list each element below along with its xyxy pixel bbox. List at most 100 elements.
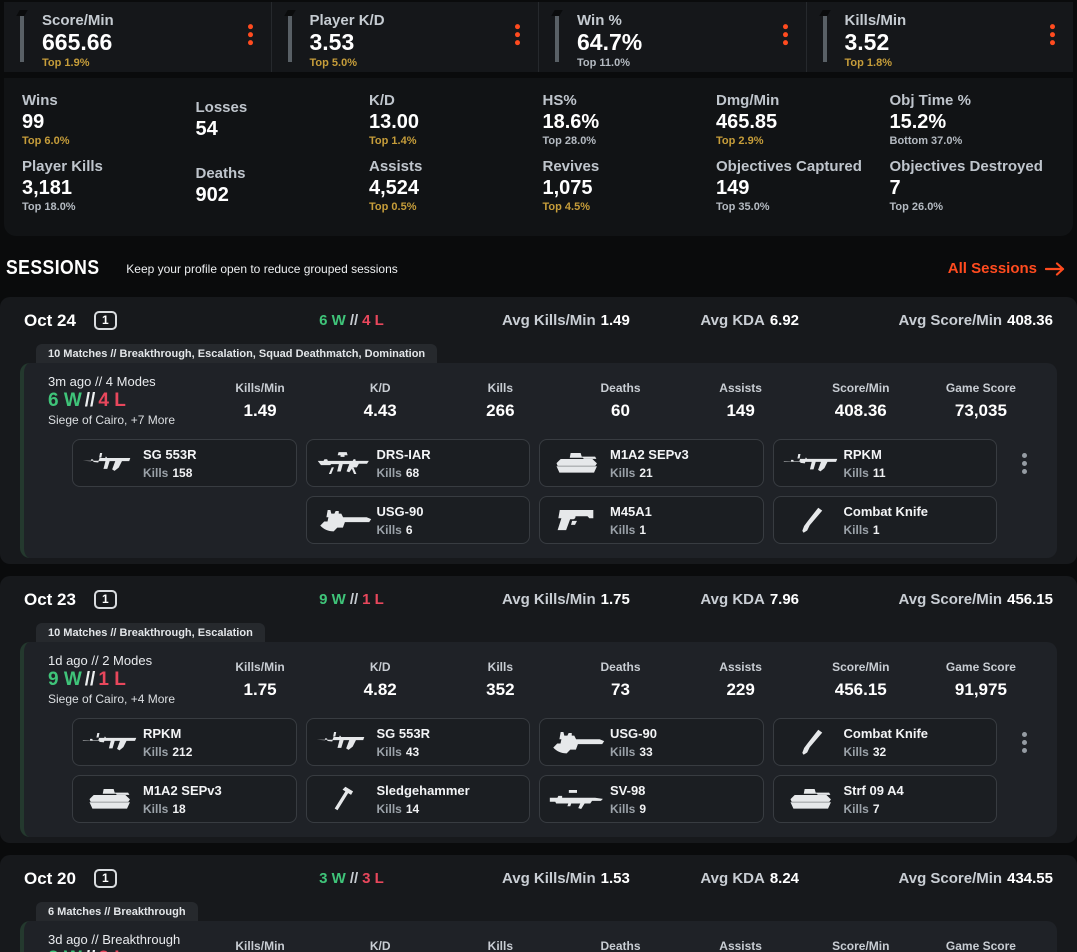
weapon-card[interactable]: Combat Knife Kills 32	[772, 718, 997, 766]
match-time-modes: 3d ago // Breakthrough	[48, 932, 181, 947]
stat-value: 352	[486, 679, 515, 699]
stat-label: Kills/Min	[235, 659, 285, 674]
overview-stat-cell: Wins 99 Top 6.0%	[18, 90, 192, 156]
weapon-name: Combat Knife	[843, 504, 929, 519]
stat-value: 99	[22, 111, 45, 133]
match-card[interactable]: 3m ago // 4 Modes 6 W//4 L Siege of Cairo,…	[20, 363, 1057, 558]
weapon-card[interactable]: M45A1 Kills 1	[539, 496, 764, 544]
weapon-kills-label: Kills	[376, 802, 402, 816]
match-time-modes: 1d ago // 2 Modes	[48, 653, 153, 668]
stat-label: Obj Time %	[889, 92, 971, 109]
weapon-card[interactable]: RPKM Kills 212	[72, 718, 297, 766]
match-win-loss: 3 W//3 L	[48, 948, 200, 952]
weapon-kills-value: 14	[405, 802, 420, 816]
kebab-menu-icon[interactable]	[1018, 449, 1031, 478]
match-stat-column: Kills230	[440, 939, 560, 952]
session-win-loss: 3 W//3 L	[319, 870, 384, 887]
session-group: Oct 23 1 9 W//1 L Avg Kills/Min 1.75 Avg KDA 7…	[0, 576, 1077, 843]
stat-value: 4,524	[369, 177, 420, 199]
avg-score-min: Avg Score/Min 434.55	[898, 870, 1053, 887]
stat-label: K/D	[369, 659, 391, 674]
weapon-card[interactable]: USG-90 Kills 6	[305, 496, 530, 544]
session-header-row[interactable]: Oct 23 1 9 W//1 L Avg Kills/Min 1.75 Avg KDA 7…	[0, 576, 1077, 623]
session-header-row[interactable]: Oct 24 1 6 W//4 L Avg Kills/Min 1.49 Avg KDA 6…	[0, 297, 1077, 344]
stat-label: K/D	[369, 92, 395, 109]
weapon-kills-label: Kills	[610, 745, 636, 759]
weapon-name: M1A2 SEPv3	[610, 447, 689, 462]
weapon-card[interactable]: Sledgehammer Kills 14	[305, 775, 530, 823]
stat-value: 7	[889, 177, 901, 199]
dmr-icon	[311, 445, 377, 481]
stat-value: 15.2%	[889, 111, 947, 133]
session-matches-tab[interactable]: 10 Matches // Breakthrough, Escalation	[36, 623, 265, 642]
kebab-menu-icon[interactable]	[779, 20, 792, 49]
stat-label: Deaths	[600, 938, 641, 952]
match-stat-column: Deaths51	[560, 939, 680, 952]
weapon-card[interactable]: DRS-IAR Kills 68	[305, 439, 530, 487]
stat-label: Dmg/Min	[716, 92, 780, 109]
match-stat-column: K/D4.51	[320, 939, 440, 952]
weapon-card[interactable]: Strf 09 A4 Kills 7	[772, 775, 997, 823]
session-date: Oct 20	[24, 868, 76, 888]
weapon-kills-value: 7	[872, 802, 880, 816]
weapon-card[interactable]: M1A2 SEPv3 Kills 21	[539, 439, 764, 487]
stat-label: Game Score	[945, 380, 1016, 395]
stat-label: Deaths	[600, 659, 641, 674]
weapon-name: SV-98	[610, 783, 646, 798]
weapon-card[interactable]: Combat Knife Kills 1	[772, 496, 997, 544]
stat-label: Game Score	[945, 938, 1016, 952]
stat-label: K/D	[369, 380, 391, 395]
match-stat-column: Score/Min 408.36	[801, 381, 921, 421]
losses-value: 1 L	[362, 591, 384, 608]
stat-value: 3,181	[22, 177, 73, 199]
match-stat-column: K/D 4.43	[320, 381, 440, 421]
kebab-menu-icon[interactable]	[511, 20, 524, 49]
session-group: Oct 24 1 6 W//4 L Avg Kills/Min 1.49 Avg KDA 6…	[0, 297, 1077, 564]
stat-percentile: Top 28.0%	[542, 135, 597, 147]
weapon-kills-label: Kills	[376, 523, 402, 537]
weapon-kills-value: 1	[639, 523, 647, 537]
pistol-icon	[544, 502, 610, 538]
weapon-name: M45A1	[610, 504, 652, 519]
kebab-menu-icon[interactable]	[1018, 728, 1031, 757]
match-time-modes: 3m ago // 4 Modes	[48, 374, 156, 389]
stat-value: 73	[611, 679, 630, 699]
lmg-icon	[778, 445, 844, 481]
sessions-title: SESSIONS	[6, 257, 100, 279]
sniper-icon	[544, 781, 610, 817]
match-card[interactable]: 1d ago // 2 Modes 9 W//1 L Siege of Cairo,…	[20, 642, 1057, 837]
weapon-card[interactable]: USG-90 Kills 33	[539, 718, 764, 766]
kebab-menu-icon[interactable]	[244, 20, 257, 49]
weapon-card[interactable]: SG 553R Kills 158	[72, 439, 297, 487]
match-meta: 3m ago // 4 Modes 6 W//4 L Siege of Cairo,…	[48, 374, 200, 427]
weapon-name: USG-90	[610, 726, 657, 741]
arrow-right-icon	[1045, 261, 1065, 276]
stat-percentile: Top 2.9%	[716, 135, 764, 147]
weapon-card[interactable]: SV-98 Kills 9	[539, 775, 764, 823]
weapon-card[interactable]: RPKM Kills 11	[772, 439, 997, 487]
stat-percentile: Top 0.5%	[369, 201, 417, 213]
weapon-kills-value: 212	[172, 745, 193, 759]
all-sessions-link[interactable]: All Sessions	[948, 260, 1065, 277]
weapon-card[interactable]: SG 553R Kills 43	[305, 718, 530, 766]
session-matches-tab[interactable]: 6 Matches // Breakthrough	[36, 902, 198, 921]
kebab-menu-icon[interactable]	[1046, 20, 1059, 49]
hammer-icon	[311, 781, 377, 817]
weapon-kills-label: Kills	[376, 745, 402, 759]
weapon-kills-value: 1	[872, 523, 880, 537]
weapons-grid: SG 553R Kills 158 DRS-IAR Kills 68 M1A2 SEPv3 K…	[72, 439, 1027, 544]
weapon-card[interactable]: M1A2 SEPv3 Kills 18	[72, 775, 297, 823]
session-matches-tab[interactable]: 10 Matches // Breakthrough, Escalation, …	[36, 344, 438, 363]
overview-stats-panel: Wins 99 Top 6.0% Losses 54 K/D 13.00 Top 1.4% HS…	[4, 78, 1073, 236]
weapon-kills-value: 33	[639, 745, 653, 759]
weapon-name: Strf 09 A4	[843, 783, 904, 798]
overview-stat-cell: Revives 1,075 Top 4.5%	[539, 156, 713, 222]
session-header-row[interactable]: Oct 20 1 3 W//3 L Avg Kills/Min 1.53 Avg KDA 8…	[0, 855, 1077, 902]
weapon-kills-value: 158	[172, 466, 193, 480]
stat-percentile: Top 1.8%	[844, 57, 892, 70]
bullpup-icon	[544, 724, 610, 760]
featured-card-kills-min: Kills/Min 3.52 Top 1.8%	[807, 2, 1074, 72]
